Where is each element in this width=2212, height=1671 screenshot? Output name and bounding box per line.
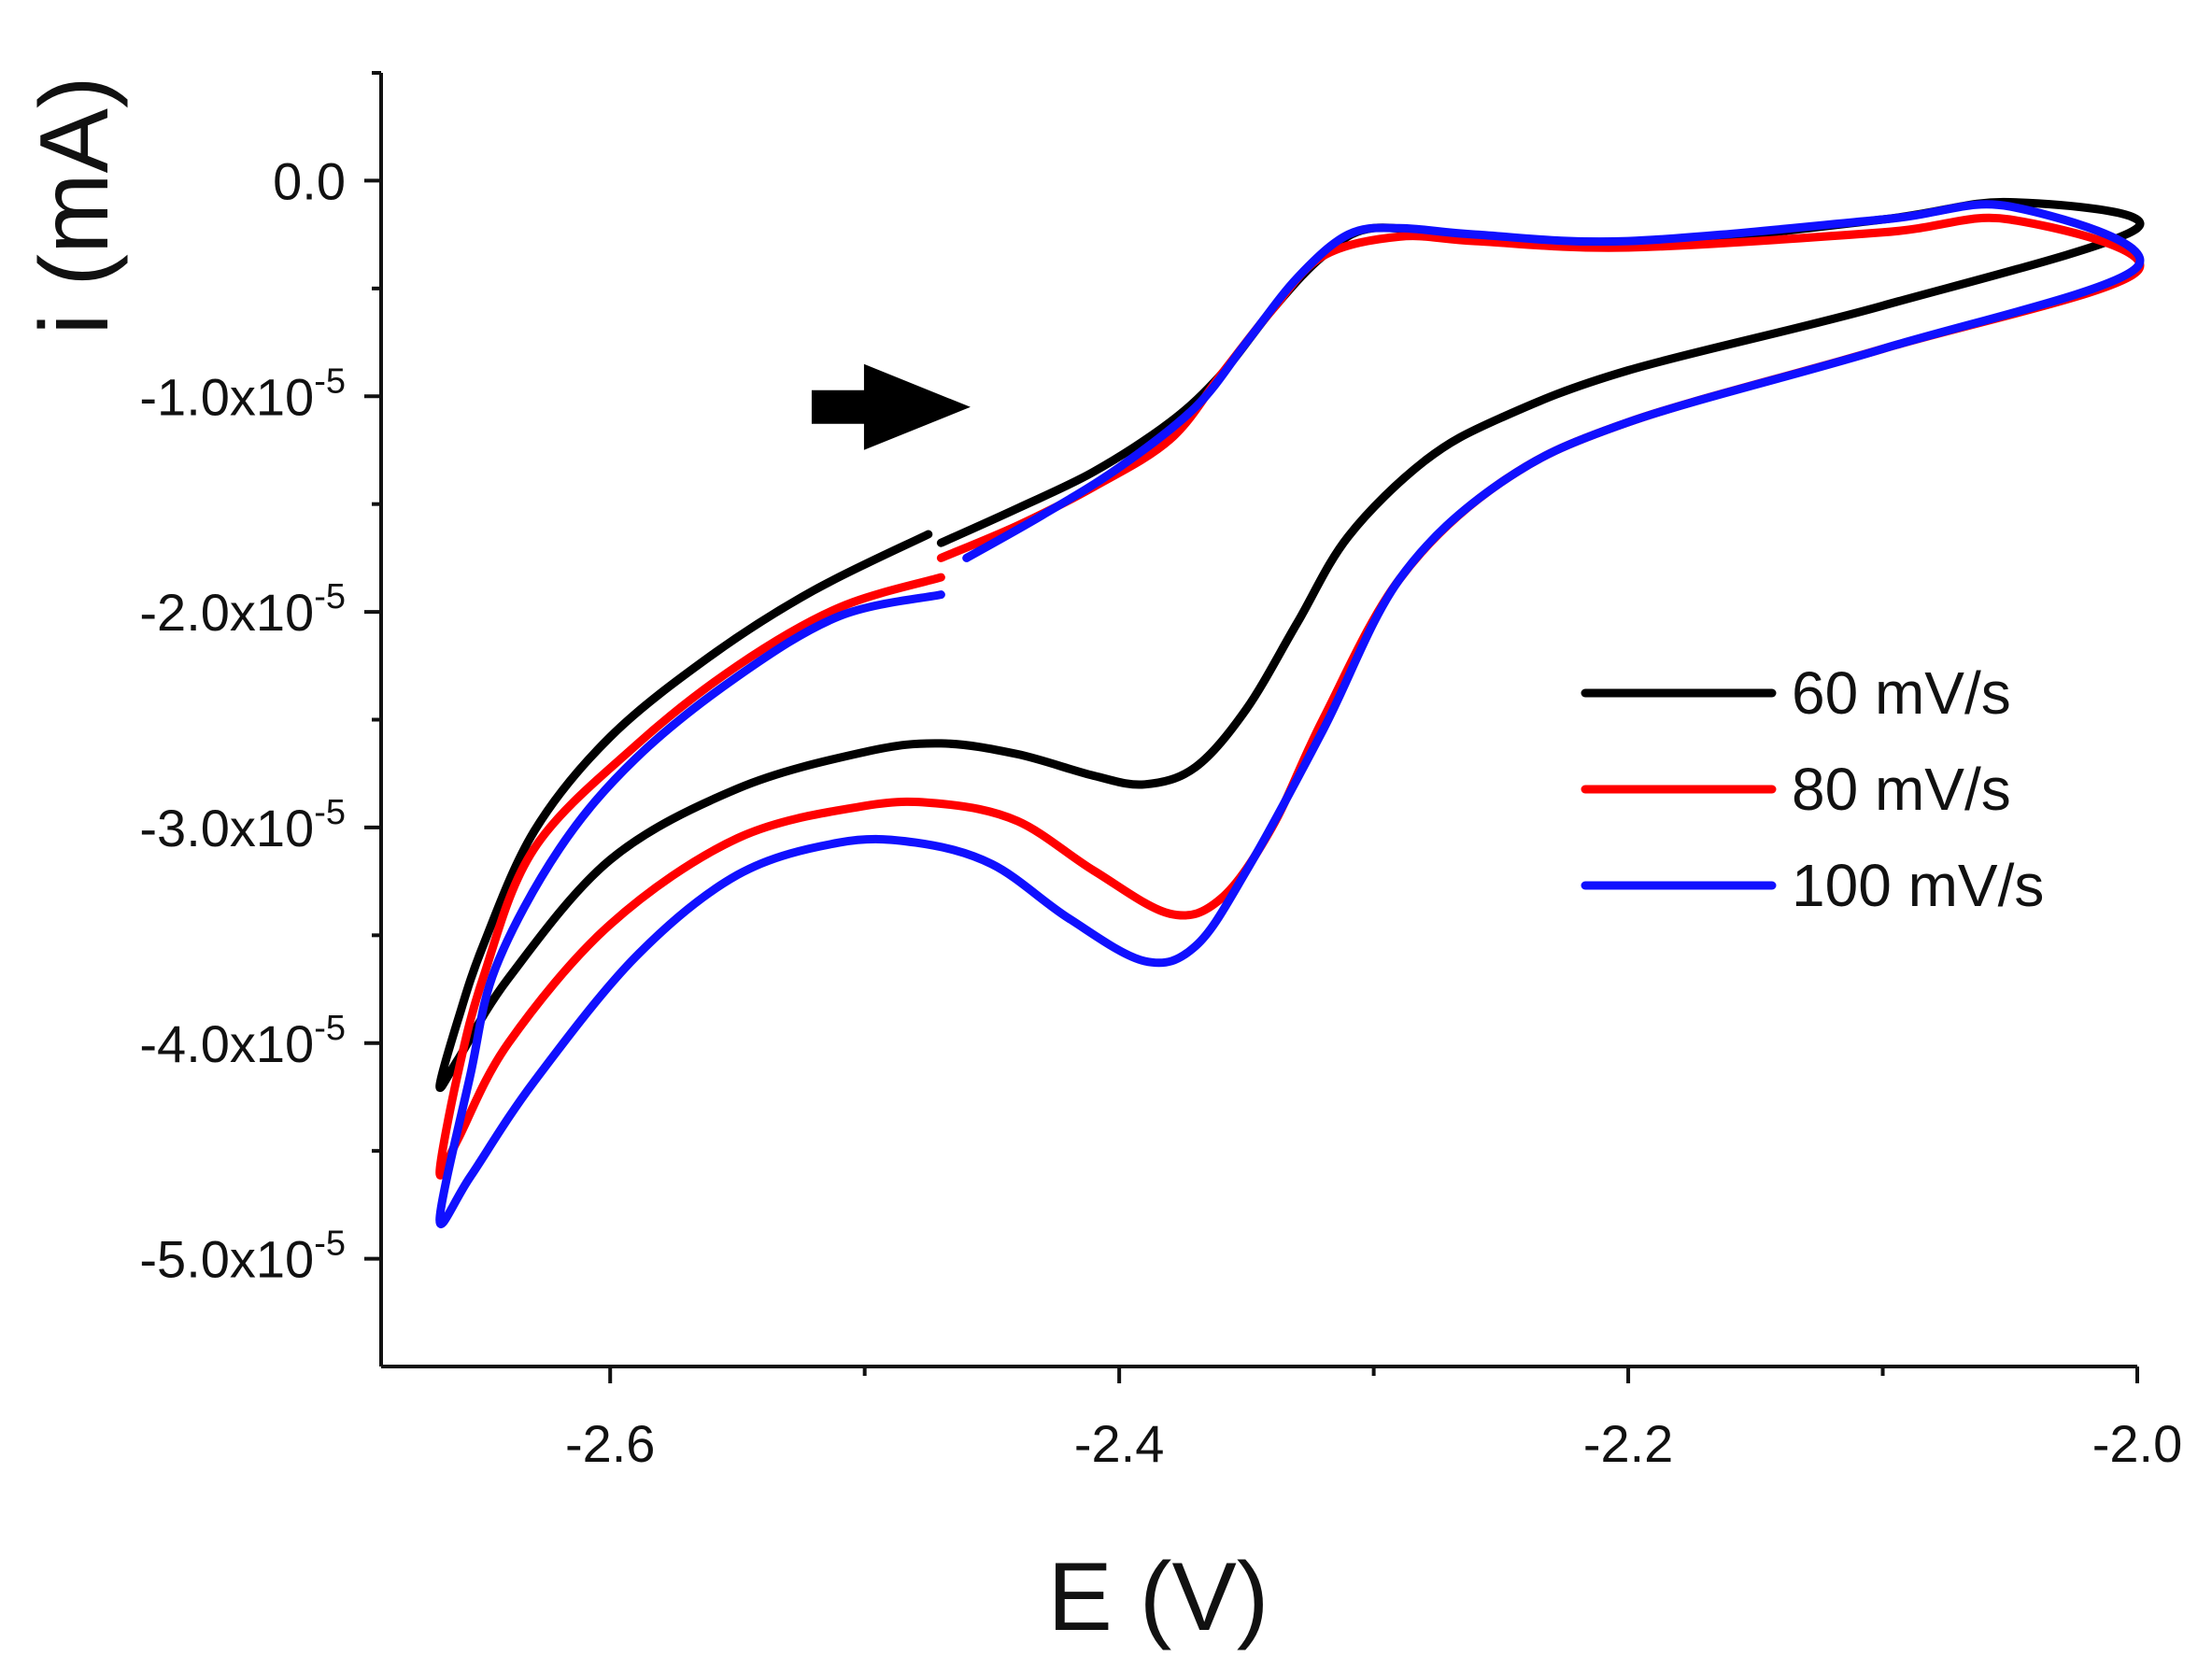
y-axis-title: i (mA) <box>21 76 129 334</box>
y-tick-exponent: -5 <box>314 361 346 401</box>
y-tick-mantissa: -1.0x10 <box>139 367 314 426</box>
x-tick-label: -2.4 <box>1074 1414 1165 1473</box>
y-tick-exponent: -5 <box>314 1225 346 1264</box>
y-tick-mantissa: -3.0x10 <box>139 799 314 857</box>
y-tick-mantissa: 0.0 <box>273 151 346 210</box>
x-tick-label: -2.0 <box>2092 1414 2183 1473</box>
x-axis-title: E (V) <box>1048 1543 1269 1651</box>
y-tick-label: -3.0x10-5 <box>139 793 346 857</box>
series <box>435 197 2145 1229</box>
series-line-100-mv-s <box>435 200 2145 1229</box>
y-tick-label: -1.0x10-5 <box>139 361 346 426</box>
legend: 60 mV/s 80 mV/s 100 mV/s <box>1581 659 2044 919</box>
y-tick-mantissa: -2.0x10 <box>139 583 314 642</box>
series-line-60-mv-s <box>435 197 2145 1092</box>
x-tick-label: -2.2 <box>1583 1414 1674 1473</box>
y-tick-label: -2.0x10-5 <box>139 577 346 642</box>
legend-label: 100 mV/s <box>1792 852 2044 919</box>
legend-label: 80 mV/s <box>1792 756 2011 823</box>
annotations <box>811 363 971 450</box>
y-tick-mantissa: -4.0x10 <box>139 1014 314 1073</box>
y-tick-label: 0.0 <box>273 151 346 210</box>
y-tick-label: -4.0x10-5 <box>139 1009 346 1073</box>
y-tick-exponent: -5 <box>314 793 346 832</box>
x-tick-label: -2.6 <box>565 1414 656 1473</box>
direction-arrow <box>811 363 971 450</box>
y-tick-exponent: -5 <box>314 577 346 616</box>
y-tick-exponent: -5 <box>314 1009 346 1048</box>
legend-label: 60 mV/s <box>1792 659 2011 727</box>
ticks: 0.0-1.0x10-5-2.0x10-5-3.0x10-5-4.0x10-5-… <box>139 71 2183 1473</box>
y-tick-label: -5.0x10-5 <box>139 1225 346 1289</box>
series-line-80-mv-s <box>435 213 2145 1180</box>
y-tick-mantissa: -5.0x10 <box>139 1230 314 1289</box>
